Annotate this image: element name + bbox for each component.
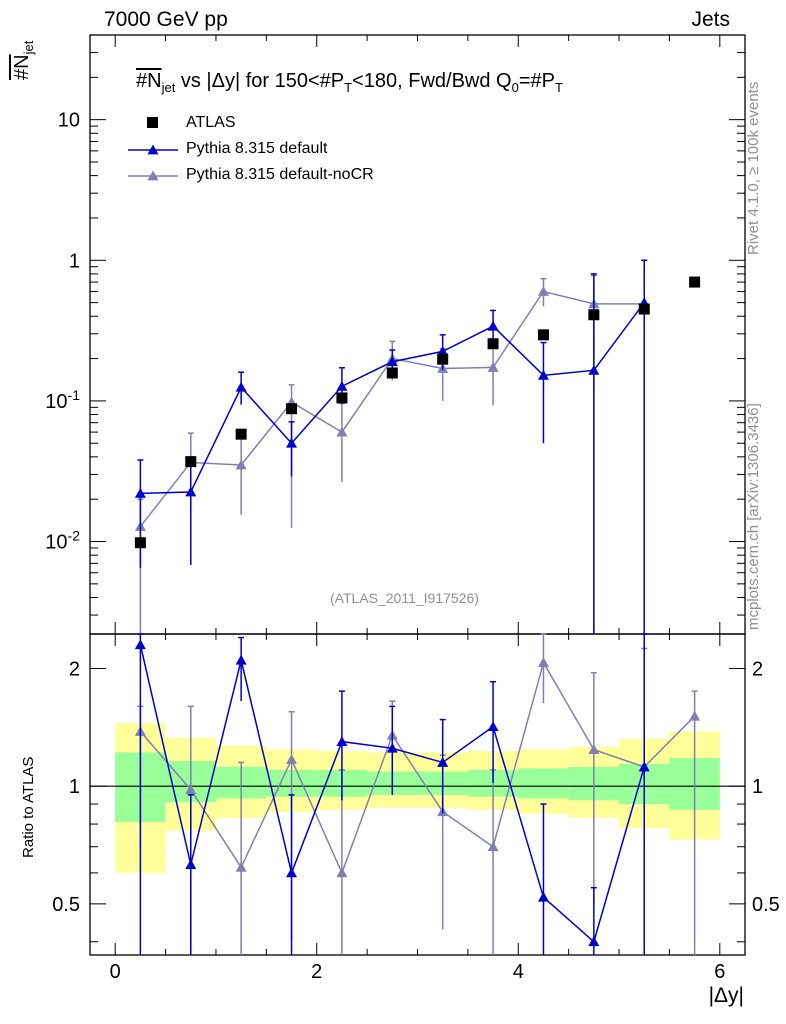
point-atlas: [487, 338, 499, 350]
point-nocr: [235, 459, 247, 470]
ratio-tick-label-left: 0.5: [52, 894, 80, 916]
point-atlas: [286, 403, 298, 415]
ratio-point-default: [386, 742, 398, 753]
title-sub-3: 0: [511, 80, 519, 95]
point-default: [235, 381, 247, 392]
ratio-point-default: [286, 867, 298, 878]
legend-marker-atlas: [147, 117, 158, 128]
ratio-point-nocr: [286, 754, 298, 764]
ratio-point-default: [134, 639, 146, 650]
point-default: [386, 356, 398, 367]
ratio-point-default: [487, 721, 499, 732]
title-part-2: vs |Δy| for 150<#P: [175, 70, 345, 92]
ratio-line-nocr: [139, 660, 696, 875]
energy-label: 7000 GeV pp: [104, 8, 228, 31]
y-axis-title-sub: jet: [21, 40, 36, 55]
point-default: [336, 380, 348, 391]
ratio-tick-label-left: 1: [69, 776, 80, 798]
ratio-point-nocr: [588, 744, 600, 755]
ratio-tick-label-right: 1: [752, 776, 763, 798]
ratio-point-default: [336, 736, 348, 747]
ratio-point-nocr: [336, 867, 348, 878]
ratio-axis-title: Ratio to ATLAS: [20, 756, 37, 858]
point-default: [537, 369, 549, 380]
point-atlas: [235, 428, 247, 440]
x-tick-label: 2: [311, 961, 322, 983]
point-atlas: [638, 303, 650, 315]
legend-label-pythia-nocr: Pythia 8.315 default-noCR: [186, 166, 374, 183]
point-atlas: [185, 456, 197, 468]
title-part-3: <180, Fwd/Bwd Q: [352, 70, 512, 92]
point-nocr: [537, 285, 549, 296]
point-default: [286, 437, 298, 448]
ratio-point-default: [185, 859, 197, 870]
ratio-tick-label-right: 2: [752, 658, 763, 680]
point-atlas: [689, 276, 701, 288]
ratio-point-default: [537, 891, 549, 902]
category-label: Jets: [691, 8, 730, 31]
legend-marker-nocr: [147, 170, 159, 181]
point-atlas: [588, 309, 600, 321]
y-tick-label: 10-1: [45, 387, 80, 413]
point-atlas: [437, 353, 449, 365]
y-tick-label: 10: [58, 110, 80, 132]
point-default: [588, 364, 600, 375]
y-tick-label: 1: [69, 250, 80, 272]
x-tick-label: 4: [513, 961, 524, 983]
ratio-point-nocr: [689, 710, 701, 721]
title-sub-2: T: [344, 80, 353, 95]
point-atlas: [537, 329, 549, 341]
ratio-point-default: [437, 756, 449, 767]
ratio-point-nocr: [537, 657, 549, 668]
ratio-point-default: [638, 761, 650, 772]
ratio-tick-label-right: 0.5: [752, 894, 780, 916]
ratio-point-nocr: [185, 784, 197, 794]
ratio-tick-label-left: 2: [69, 658, 80, 680]
point-nocr: [487, 361, 499, 372]
ratio-point-default: [588, 936, 600, 947]
ratio-point-default: [235, 654, 247, 665]
ratio-point-nocr: [235, 861, 247, 872]
title-sub-1: jet: [161, 80, 176, 95]
title-part-1: #N: [136, 70, 162, 92]
ratio-point-nocr: [487, 841, 499, 852]
legend-marker-default: [147, 144, 159, 155]
point-atlas: [134, 537, 146, 549]
title-sub-4: T: [555, 80, 563, 95]
legend-label-atlas: ATLAS: [186, 114, 236, 131]
rivet-version-text: Rivet 4.1.0, ≥ 100k events: [745, 81, 762, 255]
x-tick-label: 6: [714, 961, 725, 983]
plot-title: #Njet vs |Δy| for 150<#PT<180, Fwd/Bwd Q…: [136, 70, 563, 95]
legend-label-pythia-default: Pythia 8.315 default: [186, 140, 328, 157]
analysis-id: (ATLAS_2011_I917526): [330, 590, 479, 606]
y-tick-label: 10-2: [45, 528, 80, 554]
mcplots-reference-text: mcplots.cern.ch [arXiv:1306.3436]: [745, 403, 762, 630]
point-default: [437, 345, 449, 356]
title-part-4: =#P: [518, 70, 556, 92]
series-line-nocr: [139, 290, 645, 527]
point-default: [134, 487, 146, 498]
x-tick-label: 0: [110, 961, 121, 983]
series-line-default: [140, 302, 645, 495]
y-axis-title-main: #N: [11, 54, 33, 80]
x-axis-title: |Δy|: [708, 984, 744, 1007]
point-nocr: [336, 426, 348, 437]
point-atlas: [386, 367, 398, 379]
ratio-inner-band: [518, 768, 569, 799]
point-atlas: [336, 392, 348, 404]
point-default: [185, 486, 197, 497]
point-default: [487, 320, 499, 331]
y-axis-title: #Njet: [11, 41, 36, 80]
